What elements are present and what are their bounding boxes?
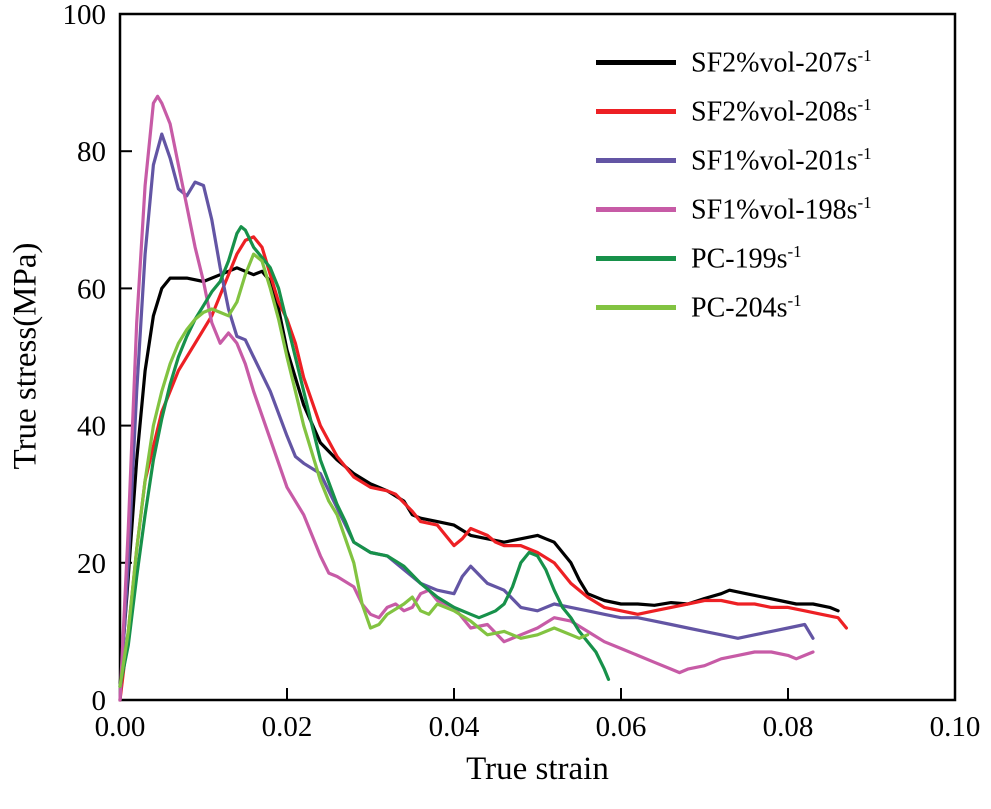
plot-frame xyxy=(118,12,957,702)
legend-label-superscript: -1 xyxy=(857,144,872,164)
legend-label-superscript: -1 xyxy=(787,242,802,262)
x-tick-label: 0.04 xyxy=(429,711,480,743)
legend-label: SF2%vol-207s-1 xyxy=(691,46,872,79)
legend-item: SF2%vol-207s-1 xyxy=(596,38,872,87)
legend-label: PC-199s-1 xyxy=(691,242,802,275)
x-tick-label: 0.00 xyxy=(95,711,146,743)
legend-item: PC-204s-1 xyxy=(596,283,872,332)
y-tick-label: 20 xyxy=(77,548,106,580)
y-tick-label: 40 xyxy=(77,411,106,443)
y-tick-label: 80 xyxy=(77,136,106,168)
legend-label: PC-204s-1 xyxy=(691,291,802,324)
series-line-sf1-201 xyxy=(118,132,815,702)
x-tick-label: 0.10 xyxy=(930,711,981,743)
y-axis-label: True stress(MPa) xyxy=(7,242,44,470)
legend-label: SF2%vol-208s-1 xyxy=(691,95,872,128)
series-line-pc-199 xyxy=(118,225,611,688)
y-tick-label: 60 xyxy=(77,273,106,305)
y-tick-label: 0 xyxy=(92,685,107,717)
legend-swatch xyxy=(596,109,676,114)
y-tick-label: 100 xyxy=(63,0,107,31)
legend-swatch xyxy=(596,256,676,261)
legend-item: SF1%vol-198s-1 xyxy=(596,185,872,234)
legend-label: SF1%vol-201s-1 xyxy=(691,144,872,177)
series-line-sf2-208 xyxy=(118,235,849,702)
legend-item: PC-199s-1 xyxy=(596,234,872,283)
legend: SF2%vol-207s-1 SF2%vol-208s-1 SF1%vol-201s… xyxy=(596,38,872,332)
legend-item: SF1%vol-201s-1 xyxy=(596,136,872,185)
legend-swatch xyxy=(596,60,676,65)
series-line-pc-204 xyxy=(118,252,590,688)
legend-swatch xyxy=(596,158,676,163)
x-tick-label: 0.08 xyxy=(763,711,814,743)
legend-item: SF2%vol-208s-1 xyxy=(596,87,872,136)
legend-label-superscript: -1 xyxy=(857,193,872,213)
legend-label-superscript: -1 xyxy=(857,95,872,115)
legend-label-superscript: -1 xyxy=(787,291,802,311)
legend-label-superscript: -1 xyxy=(857,46,872,66)
legend-label: SF1%vol-198s-1 xyxy=(691,193,872,226)
x-tick-label: 0.02 xyxy=(262,711,313,743)
x-axis-label: True strain xyxy=(466,751,609,787)
x-tick-label: 0.06 xyxy=(596,711,647,743)
legend-swatch xyxy=(596,207,676,212)
legend-swatch xyxy=(596,305,676,310)
